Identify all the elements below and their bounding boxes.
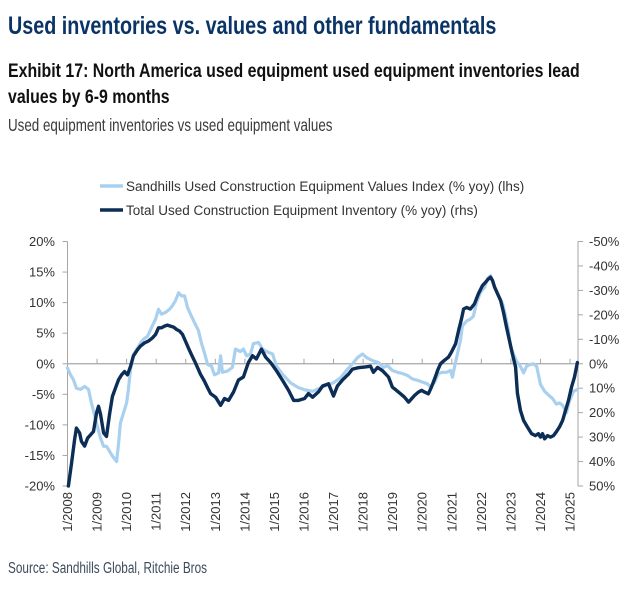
right-y-tick-label: -40% (589, 258, 620, 273)
x-tick-label: 1/2022 (474, 492, 489, 532)
right-y-tick-label: -10% (589, 332, 620, 347)
left-y-tick-label: 5% (36, 326, 55, 341)
exhibit-title: Exhibit 17: North America used equipment… (8, 58, 641, 110)
right-y-tick-label: 0% (589, 356, 608, 371)
x-tick-label: 1/2014 (237, 492, 252, 532)
source-note: Source: Sandhills Global, Ritchie Bros (8, 560, 270, 578)
x-tick-label: 1/2021 (444, 492, 459, 532)
right-y-tick-label: -20% (589, 307, 620, 322)
x-tick-label: 1/2025 (563, 492, 578, 532)
x-tick-label: 1/2018 (356, 492, 371, 532)
left-y-tick-label: 15% (29, 265, 55, 280)
chart-subtitle: Used equipment inventories vs used equip… (8, 115, 432, 136)
x-tick-label: 1/2020 (415, 492, 430, 532)
x-tick-label: 1/2009 (90, 492, 105, 532)
left-y-tick-label: -20% (25, 479, 56, 494)
right-y-tick-label: 30% (589, 430, 615, 445)
legend-label-values-index: Sandhills Used Construction Equipment Va… (126, 179, 524, 194)
x-tick-label: 1/2012 (178, 492, 193, 532)
chart-tick-labels: 20% 15% 10% 5% 0% -5% -10% -15% -20% -50% -40% -30%… (25, 234, 620, 532)
x-tick-label: 1/2017 (326, 492, 341, 532)
left-y-tick-label: -5% (32, 387, 56, 402)
x-tick-label: 1/2008 (60, 492, 75, 532)
x-tick-label: 1/2013 (208, 492, 223, 532)
exhibit-title-line-2: values by 6-9 months (8, 86, 170, 108)
chart-series (65, 274, 580, 488)
legend-label-inventory: Total Used Construction Equipment Invent… (126, 203, 478, 218)
x-tick-label: 1/2010 (119, 492, 134, 532)
left-y-tick-label: 10% (29, 295, 55, 310)
exhibit-title-line-1: Exhibit 17: North America used equipment… (8, 60, 580, 82)
series-line-inventory (66, 275, 580, 488)
right-y-tick-label: -50% (589, 234, 620, 249)
right-y-tick-label: 20% (589, 405, 615, 420)
chart-subtitle-text: Used equipment inventories vs used equip… (8, 115, 333, 135)
x-tick-label: 1/2016 (296, 492, 311, 532)
page-title: Used inventories vs. values and other fu… (8, 12, 626, 41)
left-y-tick-label: 20% (29, 234, 55, 249)
chart-axes (62, 241, 583, 487)
x-tick-label: 1/2019 (385, 492, 400, 532)
x-tick-label: 1/2015 (267, 492, 282, 532)
right-y-tick-label: 50% (589, 479, 615, 494)
left-y-tick-label: -15% (25, 448, 56, 463)
right-y-tick-label: 10% (589, 381, 615, 396)
left-y-tick-label: -10% (25, 417, 56, 432)
left-y-tick-label: 0% (36, 356, 55, 371)
right-y-tick-label: -30% (589, 283, 620, 298)
x-tick-label: 1/2023 (503, 492, 518, 532)
source-note-text: Source: Sandhills Global, Ritchie Bros (8, 560, 208, 577)
right-y-tick-label: 40% (589, 454, 615, 469)
x-tick-label: 1/2011 (149, 492, 164, 531)
x-tick-label: 1/2024 (533, 492, 548, 532)
chart-legend: Sandhills Used Construction Equipment Va… (100, 179, 524, 218)
page-title-text: Used inventories vs. values and other fu… (8, 12, 497, 40)
